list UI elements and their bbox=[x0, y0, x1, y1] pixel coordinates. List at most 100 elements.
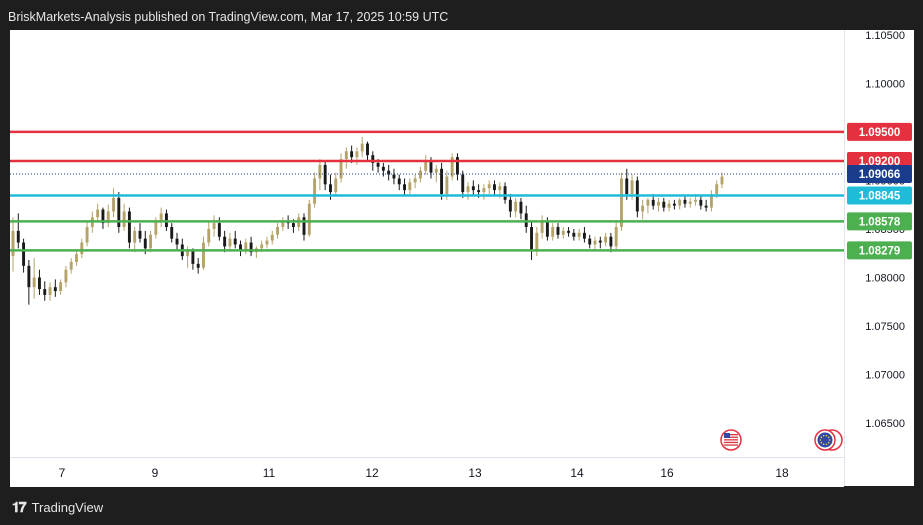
svg-text:1.08845: 1.08845 bbox=[859, 190, 901, 202]
candle-body bbox=[482, 188, 486, 193]
candle-body bbox=[540, 221, 544, 233]
candle-body bbox=[69, 261, 73, 270]
svg-text:1.08279: 1.08279 bbox=[859, 245, 901, 257]
candle-body bbox=[461, 174, 465, 193]
candle-body bbox=[503, 186, 507, 200]
candle-body bbox=[270, 234, 274, 241]
candle-body bbox=[588, 238, 592, 245]
candle-body bbox=[186, 250, 190, 257]
candle-body bbox=[80, 242, 84, 255]
candle-body bbox=[704, 205, 708, 208]
tradingview-logo-icon: 𝟏𝟕 bbox=[12, 498, 27, 515]
time-tick-label: 18 bbox=[775, 466, 789, 480]
candle-body bbox=[350, 151, 354, 158]
candle-body bbox=[551, 227, 555, 237]
candle-body bbox=[519, 201, 523, 214]
candle-body bbox=[514, 201, 518, 212]
current-price-badge: 1.09066 bbox=[847, 165, 912, 184]
candle-body bbox=[413, 178, 417, 183]
candle-body bbox=[366, 143, 369, 156]
candle-body bbox=[672, 203, 676, 206]
candle-body bbox=[646, 199, 650, 206]
candle-body bbox=[339, 159, 343, 179]
svg-text:1.09066: 1.09066 bbox=[859, 169, 901, 181]
candle-body bbox=[59, 282, 63, 292]
price-tick-label: 1.10000 bbox=[865, 78, 905, 90]
candle-body bbox=[657, 201, 660, 206]
candle-body bbox=[530, 227, 533, 251]
candle-body bbox=[85, 227, 89, 243]
candle-body bbox=[154, 221, 158, 235]
candle-body bbox=[630, 180, 634, 195]
candle-body bbox=[313, 178, 317, 204]
eu-flag-icon bbox=[814, 429, 836, 451]
candle-body bbox=[455, 157, 459, 175]
candle-body bbox=[112, 197, 115, 212]
candle-body bbox=[641, 205, 645, 212]
candle-body bbox=[302, 217, 306, 235]
time-tick-label: 7 bbox=[59, 466, 66, 480]
candle-body bbox=[429, 161, 433, 173]
candle-body bbox=[545, 221, 549, 237]
price-tick-label: 1.07000 bbox=[865, 370, 905, 382]
candle-body bbox=[143, 238, 147, 249]
price-level-badge: 1.08845 bbox=[847, 186, 912, 205]
candle-body bbox=[683, 199, 687, 204]
candle-body bbox=[561, 230, 565, 235]
price-axis-labels: 1.105001.100001.095001.090001.085001.080… bbox=[847, 30, 912, 430]
candle-body bbox=[75, 254, 78, 262]
time-axis[interactable]: 7 9 11 12 13 14 16 18 bbox=[10, 457, 844, 487]
candle-body bbox=[223, 236, 227, 247]
price-level-badge: 1.08279 bbox=[847, 241, 912, 260]
candle-body bbox=[318, 164, 322, 179]
candle-body bbox=[323, 164, 327, 185]
candle-body bbox=[397, 178, 401, 185]
candle-body bbox=[699, 199, 703, 206]
candle-body bbox=[244, 242, 248, 251]
candlestick-plot[interactable] bbox=[10, 30, 844, 457]
candle-body bbox=[434, 168, 438, 173]
candle-body bbox=[466, 186, 470, 193]
candle-body bbox=[418, 170, 422, 179]
price-axis[interactable]: 1.105001.100001.095001.090001.085001.080… bbox=[844, 30, 914, 486]
candle-body bbox=[371, 155, 375, 163]
svg-text:1.09200: 1.09200 bbox=[859, 156, 901, 168]
candle-body bbox=[424, 161, 428, 171]
chart-pane[interactable] bbox=[10, 30, 844, 486]
price-level-badge: 1.09500 bbox=[847, 122, 912, 141]
svg-text:1.09500: 1.09500 bbox=[859, 127, 901, 139]
candle-body bbox=[32, 277, 36, 288]
candle-body bbox=[344, 151, 348, 160]
candle-body bbox=[445, 176, 449, 195]
publish-info: BriskMarkets-Analysis published on Tradi… bbox=[8, 10, 449, 24]
candle-body bbox=[487, 184, 491, 189]
candle-body bbox=[582, 232, 586, 239]
candle-body bbox=[535, 232, 539, 251]
candle-body bbox=[667, 203, 671, 208]
candle-body bbox=[175, 238, 179, 245]
candle-body bbox=[614, 227, 618, 247]
candle-body bbox=[276, 227, 280, 235]
candle-body bbox=[133, 230, 137, 243]
price-tick-label: 1.08000 bbox=[865, 272, 905, 284]
candle-body bbox=[387, 170, 391, 175]
candle-body bbox=[260, 244, 264, 249]
candle-body bbox=[598, 240, 602, 243]
tradingview-footer[interactable]: 𝟏𝟕 TradingView bbox=[12, 497, 103, 517]
candle-body bbox=[477, 190, 481, 193]
price-tick-label: 1.07500 bbox=[865, 321, 905, 333]
candle-body bbox=[217, 223, 221, 237]
candle-body bbox=[265, 240, 269, 245]
candle-body bbox=[498, 186, 502, 191]
candle-body bbox=[122, 211, 126, 228]
candle-body bbox=[620, 178, 623, 228]
candle-body bbox=[572, 232, 576, 237]
candle-body bbox=[127, 211, 131, 243]
candle-body bbox=[360, 143, 364, 152]
price-tick-label: 1.10500 bbox=[865, 30, 905, 42]
candle-body bbox=[159, 213, 163, 222]
candle-body bbox=[334, 178, 338, 193]
candle-body bbox=[408, 182, 412, 191]
candle-body bbox=[53, 287, 57, 292]
candle-body bbox=[106, 211, 110, 224]
